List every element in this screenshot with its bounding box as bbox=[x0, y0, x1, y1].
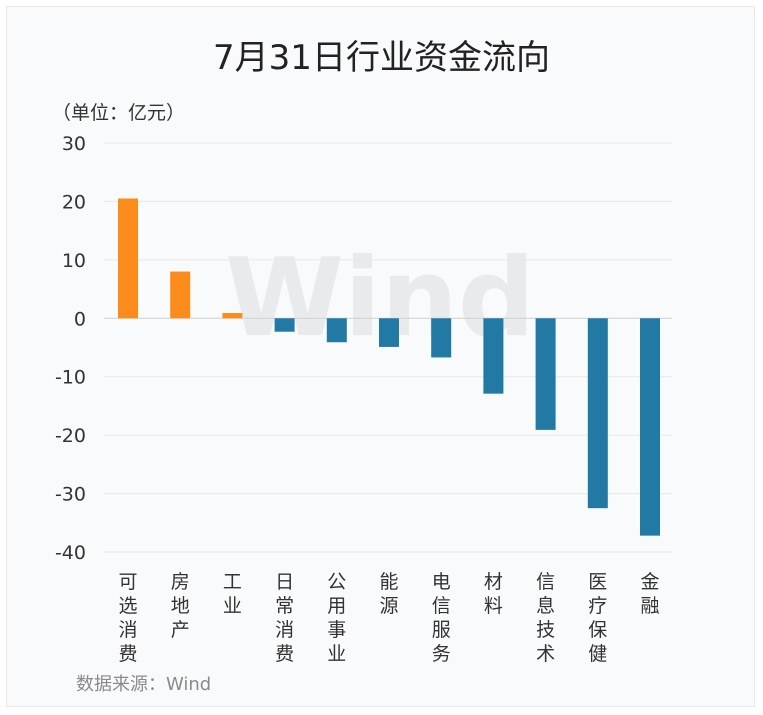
bar-11 bbox=[640, 318, 660, 536]
bar-4 bbox=[274, 318, 295, 332]
y-tick-label: 0 bbox=[74, 308, 86, 330]
bars bbox=[118, 198, 660, 536]
y-tick-label: 30 bbox=[62, 133, 86, 155]
bar-7 bbox=[431, 318, 452, 358]
bar-3 bbox=[222, 313, 243, 319]
x-category-label: 工业 bbox=[223, 571, 242, 617]
source-note: 数据来源：Wind bbox=[76, 674, 212, 695]
x-category-label: 材料 bbox=[484, 571, 503, 617]
x-category-label: 日常消费 bbox=[275, 571, 294, 665]
bar-1 bbox=[118, 198, 138, 319]
x-category-label: 房地产 bbox=[171, 571, 190, 641]
bar-6 bbox=[379, 318, 399, 347]
x-category-label: 可选消费 bbox=[118, 571, 137, 665]
x-category-label: 医疗保健 bbox=[588, 571, 607, 665]
y-tick-label: -40 bbox=[55, 542, 86, 564]
bar-9 bbox=[535, 318, 556, 430]
bar-10 bbox=[587, 318, 608, 509]
unit-label: （单位：亿元） bbox=[52, 102, 186, 124]
y-tick-label: 10 bbox=[62, 250, 86, 272]
x-axis: 可选消费 房地产 工业 日常消费 公用事业 能源 电信服务 材料 信息技术 医疗保健 金融 bbox=[118, 571, 659, 665]
bar-5 bbox=[326, 318, 347, 343]
grid-lines bbox=[104, 142, 672, 553]
y-tick-label: 20 bbox=[62, 191, 86, 213]
bar-2 bbox=[170, 271, 191, 319]
y-tick-label: -10 bbox=[55, 367, 86, 389]
x-category-label: 能源 bbox=[379, 571, 398, 617]
y-axis: 30 20 10 0 -10 -20 -30 -40 bbox=[55, 133, 86, 564]
bar-8 bbox=[483, 318, 504, 394]
y-tick-label: -30 bbox=[55, 484, 86, 506]
x-category-label: 公用事业 bbox=[327, 571, 346, 665]
chart-frame bbox=[6, 6, 755, 707]
x-category-label: 金融 bbox=[640, 571, 659, 617]
x-category-label: 信息技术 bbox=[536, 571, 555, 665]
chart-title: 7月31日行业资金流向 bbox=[213, 38, 550, 78]
y-tick-label: -20 bbox=[55, 425, 86, 447]
x-category-label: 电信服务 bbox=[432, 571, 451, 665]
